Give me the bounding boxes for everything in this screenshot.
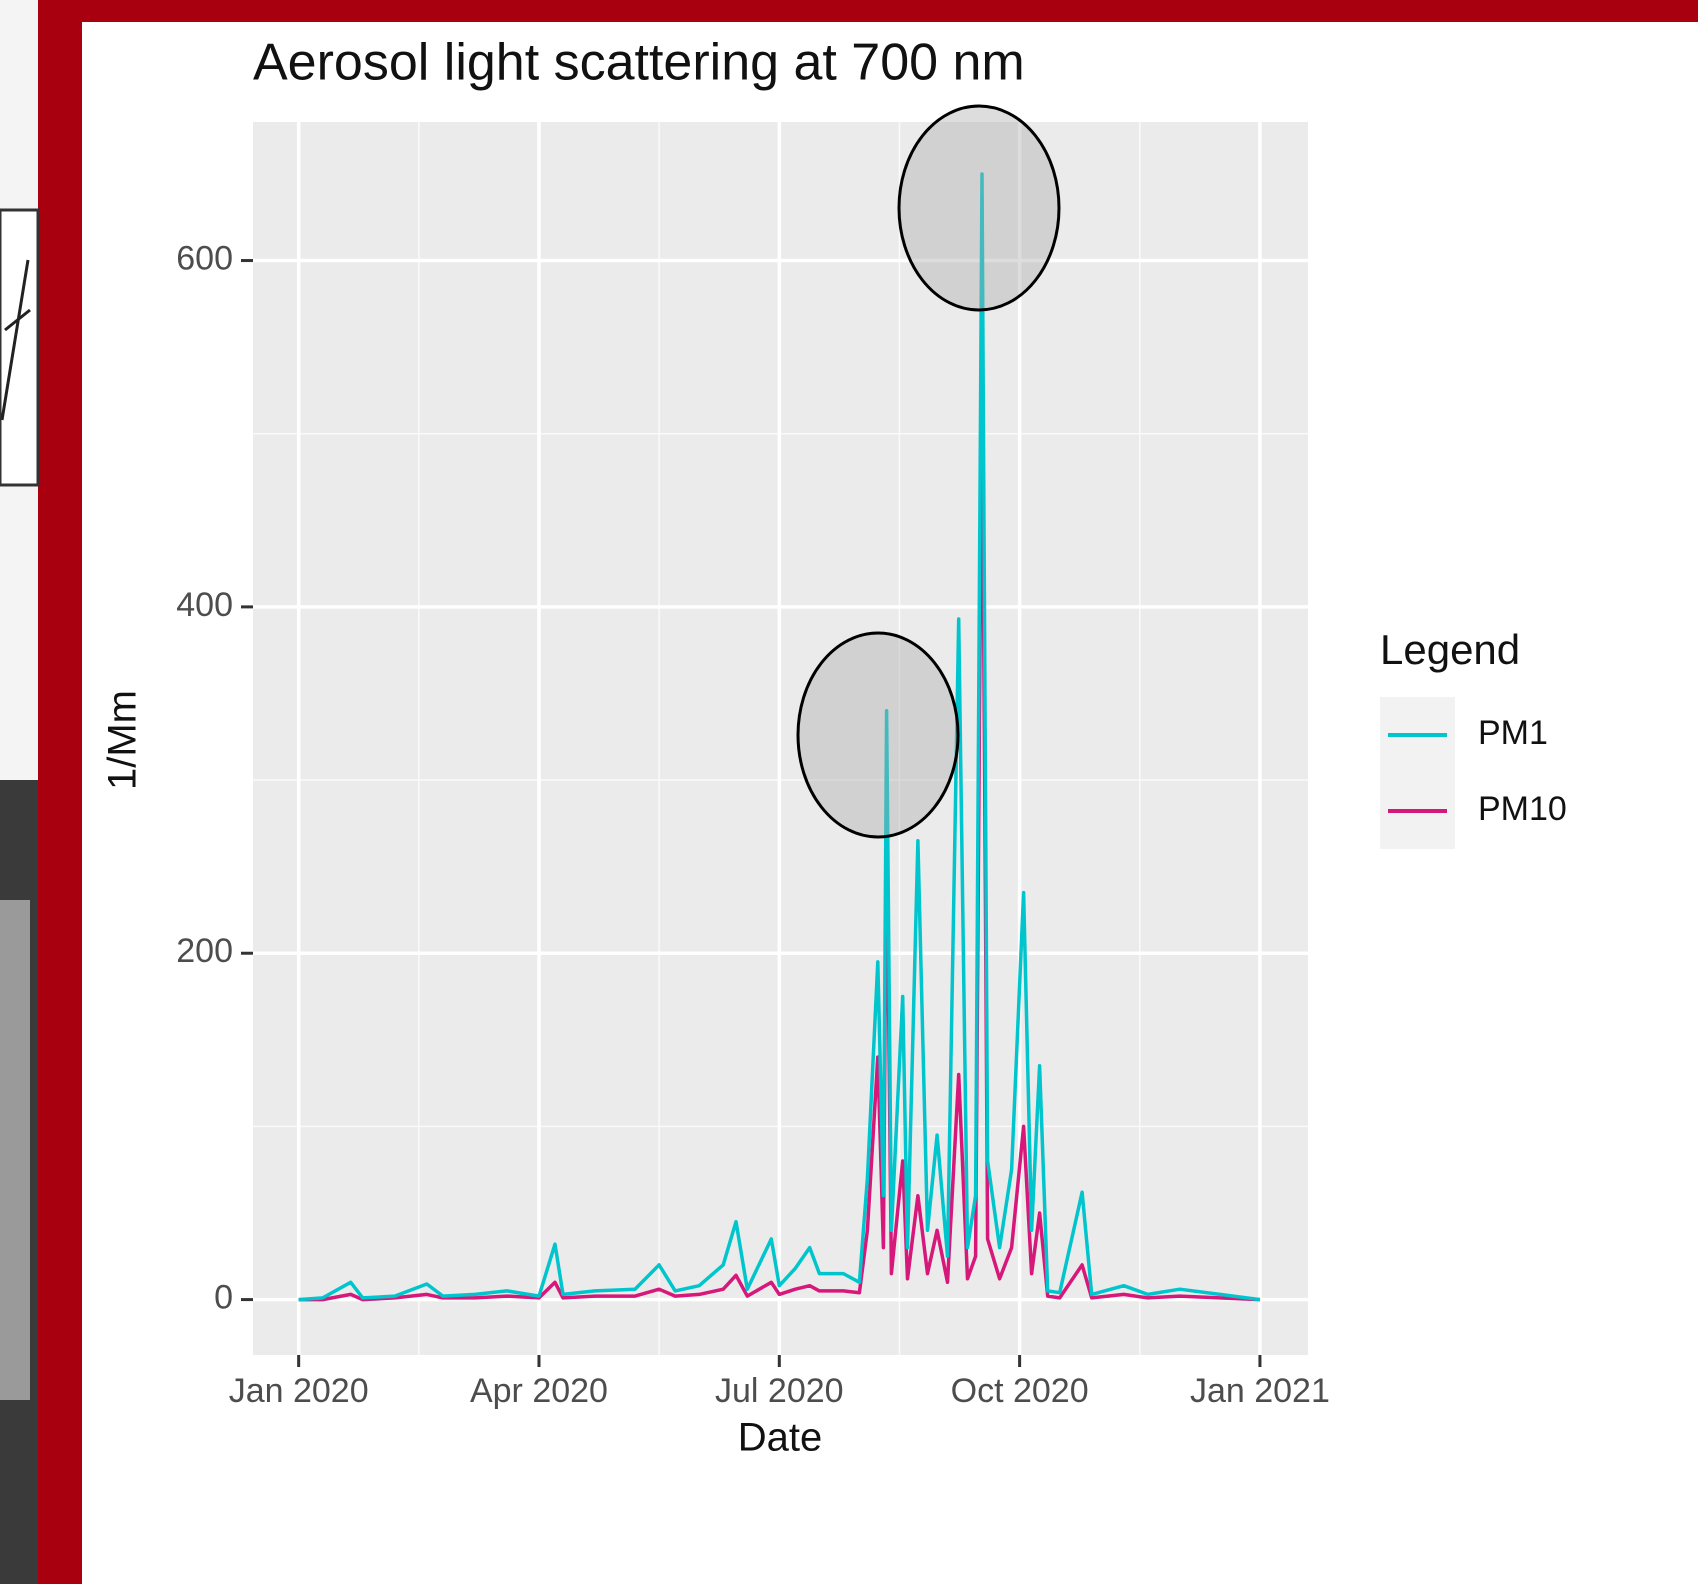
legend-label: PM10 xyxy=(1478,790,1567,828)
legend-label: PM1 xyxy=(1478,714,1548,752)
y-tick-label: 600 xyxy=(176,240,233,278)
x-tick-label: Apr 2020 xyxy=(470,1372,608,1410)
y-axis-title: 1/Mm xyxy=(101,690,145,790)
y-tick-label: 200 xyxy=(176,932,233,970)
side-photo-light xyxy=(0,900,30,1400)
y-tick-label: 0 xyxy=(214,1279,233,1317)
highlight-circle xyxy=(796,631,960,839)
side-sketch xyxy=(0,208,40,487)
legend-background xyxy=(1380,697,1455,849)
grid xyxy=(253,122,1308,1355)
x-tick-label: Jan 2020 xyxy=(229,1372,369,1410)
side-sketch-lines xyxy=(0,259,31,421)
highlight-circle xyxy=(897,104,1061,312)
lines xyxy=(298,172,1261,1302)
legend: PM1 PM10 xyxy=(1380,697,1567,849)
x-tick-label: Oct 2020 xyxy=(951,1372,1089,1410)
series-line xyxy=(298,362,1260,1302)
x-axis-title: Date xyxy=(738,1416,823,1460)
legend-title: Legend xyxy=(1380,626,1520,673)
x-tick-label: Jul 2020 xyxy=(715,1372,844,1410)
series-line xyxy=(298,172,1261,1302)
y-tick-label: 400 xyxy=(176,586,233,624)
chart-title: Aerosol light scattering at 700 nm xyxy=(253,34,1025,92)
axes: 0 200 400 600 Jan 2020 Apr 2020 Jul 2020 Oct 20… xyxy=(176,240,1330,1410)
x-tick-label: Jan 2021 xyxy=(1190,1372,1330,1410)
